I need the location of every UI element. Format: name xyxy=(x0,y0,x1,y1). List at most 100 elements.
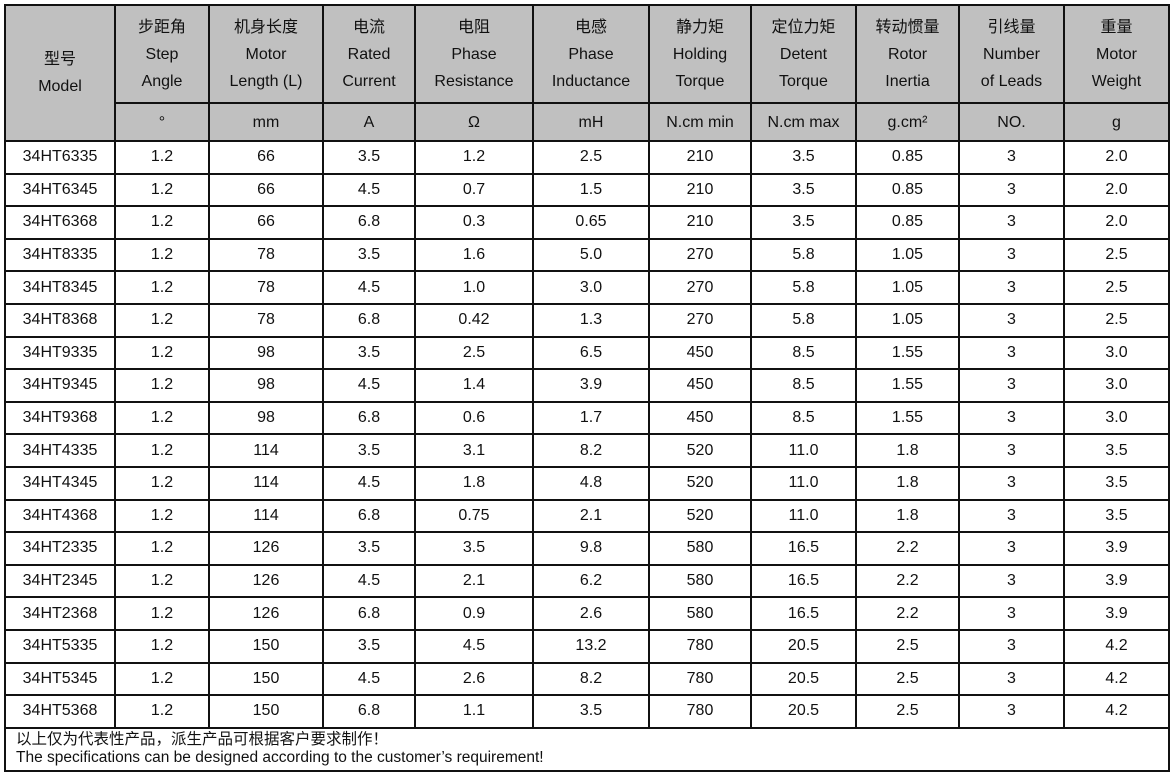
value-cell: 3.0 xyxy=(1063,368,1170,403)
value-cell: 0.9 xyxy=(414,596,534,631)
value-cell: 1.2 xyxy=(114,694,210,729)
column-unit: Ω xyxy=(414,102,534,142)
table-row: 34HT8368 1.2 78 6.8 0.42 1.3 270 5.8 1.05 3 2.5 xyxy=(4,302,1170,338)
value-cell: 78 xyxy=(208,237,324,273)
value-cell: 8.5 xyxy=(750,400,857,436)
table-header: 型号 Model 步距角 Step Angle 机身长度 Motor Length (L) 电流… xyxy=(4,4,1170,142)
column-header-en: Rated xyxy=(347,45,391,63)
value-cell: 114 xyxy=(208,433,324,468)
value-cell: 3.9 xyxy=(1063,563,1170,599)
model-cell: 34HT8345 xyxy=(4,270,116,305)
value-cell: 3 xyxy=(958,400,1065,436)
value-cell: 3 xyxy=(958,465,1065,501)
value-cell: 3 xyxy=(958,270,1065,305)
model-cell: 34HT4335 xyxy=(4,433,116,468)
value-cell: 4.5 xyxy=(322,465,416,501)
value-cell: 2.2 xyxy=(855,596,960,631)
column-header: 步距角 Step Angle xyxy=(114,4,210,104)
value-cell: 4.5 xyxy=(322,172,416,208)
column-header-en: Resistance xyxy=(434,72,514,90)
column-unit: mH xyxy=(532,102,650,142)
model-cell: 34HT9368 xyxy=(4,400,116,436)
column-header-en: Phase xyxy=(451,45,497,63)
column-unit: mm xyxy=(208,102,324,142)
value-cell: 3.9 xyxy=(1063,596,1170,631)
value-cell: 1.2 xyxy=(114,205,210,240)
value-cell: 2.5 xyxy=(1063,270,1170,305)
value-cell: 270 xyxy=(648,237,752,273)
model-cell: 34HT5368 xyxy=(4,694,116,729)
column-header-zh: 重量 xyxy=(1100,18,1133,36)
column-header-en: of Leads xyxy=(980,72,1043,90)
value-cell: 1.2 xyxy=(114,335,210,371)
value-cell: 1.6 xyxy=(414,237,534,273)
table-row: 34HT4368 1.2 114 6.8 0.75 2.1 520 11.0 1.8 3 3.5 xyxy=(4,498,1170,534)
column-header-en: Current xyxy=(342,72,396,90)
value-cell: 6.8 xyxy=(322,302,416,338)
value-cell: 1.2 xyxy=(114,400,210,436)
column-header-en: Angle xyxy=(141,72,183,90)
value-cell: 580 xyxy=(648,596,752,631)
value-cell: 4.8 xyxy=(532,465,650,501)
value-cell: 1.2 xyxy=(414,140,534,175)
value-cell: 450 xyxy=(648,400,752,436)
value-cell: 210 xyxy=(648,205,752,240)
value-cell: 150 xyxy=(208,694,324,729)
value-cell: 3 xyxy=(958,596,1065,631)
table-row: 34HT8335 1.2 78 3.5 1.6 5.0 270 5.8 1.05 3 2.5 xyxy=(4,237,1170,273)
value-cell: 2.2 xyxy=(855,531,960,566)
value-cell: 3.5 xyxy=(322,531,416,566)
value-cell: 3 xyxy=(958,694,1065,729)
motor-spec-table: 型号 Model 步距角 Step Angle 机身长度 Motor Length (L) 电流… xyxy=(4,4,1170,772)
value-cell: 3 xyxy=(958,140,1065,175)
column-header-zh: 型号 xyxy=(43,51,76,68)
column-header-en: Motor xyxy=(245,45,287,63)
model-cell: 34HT2368 xyxy=(4,596,116,631)
value-cell: 4.2 xyxy=(1063,628,1170,664)
value-cell: 3.5 xyxy=(1063,433,1170,468)
value-cell: 8.5 xyxy=(750,335,857,371)
value-cell: 2.0 xyxy=(1063,172,1170,208)
value-cell: 1.2 xyxy=(114,368,210,403)
model-cell: 34HT9335 xyxy=(4,335,116,371)
column-header: 电感 Phase Inductance xyxy=(532,4,650,104)
value-cell: 2.5 xyxy=(855,661,960,697)
value-cell: 270 xyxy=(648,302,752,338)
value-cell: 1.05 xyxy=(855,270,960,305)
column-header-en: Length (L) xyxy=(229,72,303,90)
column-header-en: Step xyxy=(145,45,179,63)
value-cell: 126 xyxy=(208,596,324,631)
value-cell: 3.5 xyxy=(1063,498,1170,534)
value-cell: 1.8 xyxy=(855,433,960,468)
value-cell: 580 xyxy=(648,563,752,599)
value-cell: 3.5 xyxy=(414,531,534,566)
table-row: 34HT6345 1.2 66 4.5 0.7 1.5 210 3.5 0.85 3 2.0 xyxy=(4,172,1170,208)
value-cell: 3 xyxy=(958,563,1065,599)
value-cell: 20.5 xyxy=(750,661,857,697)
table-row: 34HT9368 1.2 98 6.8 0.6 1.7 450 8.5 1.55 3 3.0 xyxy=(4,400,1170,436)
value-cell: 1.55 xyxy=(855,335,960,371)
model-cell: 34HT6368 xyxy=(4,205,116,240)
footer-note-zh: 以上仅为代表性产品，派生产品可根据客户要求制作！ xyxy=(16,731,389,749)
value-cell: 5.8 xyxy=(750,270,857,305)
value-cell: 0.65 xyxy=(532,205,650,240)
table-row: 34HT5368 1.2 150 6.8 1.1 3.5 780 20.5 2.5 3 4.2 xyxy=(4,694,1170,729)
value-cell: 3.1 xyxy=(414,433,534,468)
column-header: 型号 Model xyxy=(4,4,116,142)
value-cell: 0.85 xyxy=(855,172,960,208)
value-cell: 1.8 xyxy=(855,465,960,501)
column-unit: N.cm max xyxy=(750,102,857,142)
value-cell: 1.8 xyxy=(414,465,534,501)
value-cell: 6.2 xyxy=(532,563,650,599)
value-cell: 210 xyxy=(648,172,752,208)
value-cell: 3.5 xyxy=(322,335,416,371)
column-header-en: Inertia xyxy=(885,72,930,90)
column-header-zh: 转动惯量 xyxy=(875,18,940,36)
value-cell: 114 xyxy=(208,498,324,534)
value-cell: 4.5 xyxy=(322,368,416,403)
value-cell: 6.8 xyxy=(322,498,416,534)
value-cell: 126 xyxy=(208,531,324,566)
column-header-zh: 定位力矩 xyxy=(771,18,836,36)
value-cell: 1.2 xyxy=(114,465,210,501)
column-header-zh: 步距角 xyxy=(137,18,186,36)
